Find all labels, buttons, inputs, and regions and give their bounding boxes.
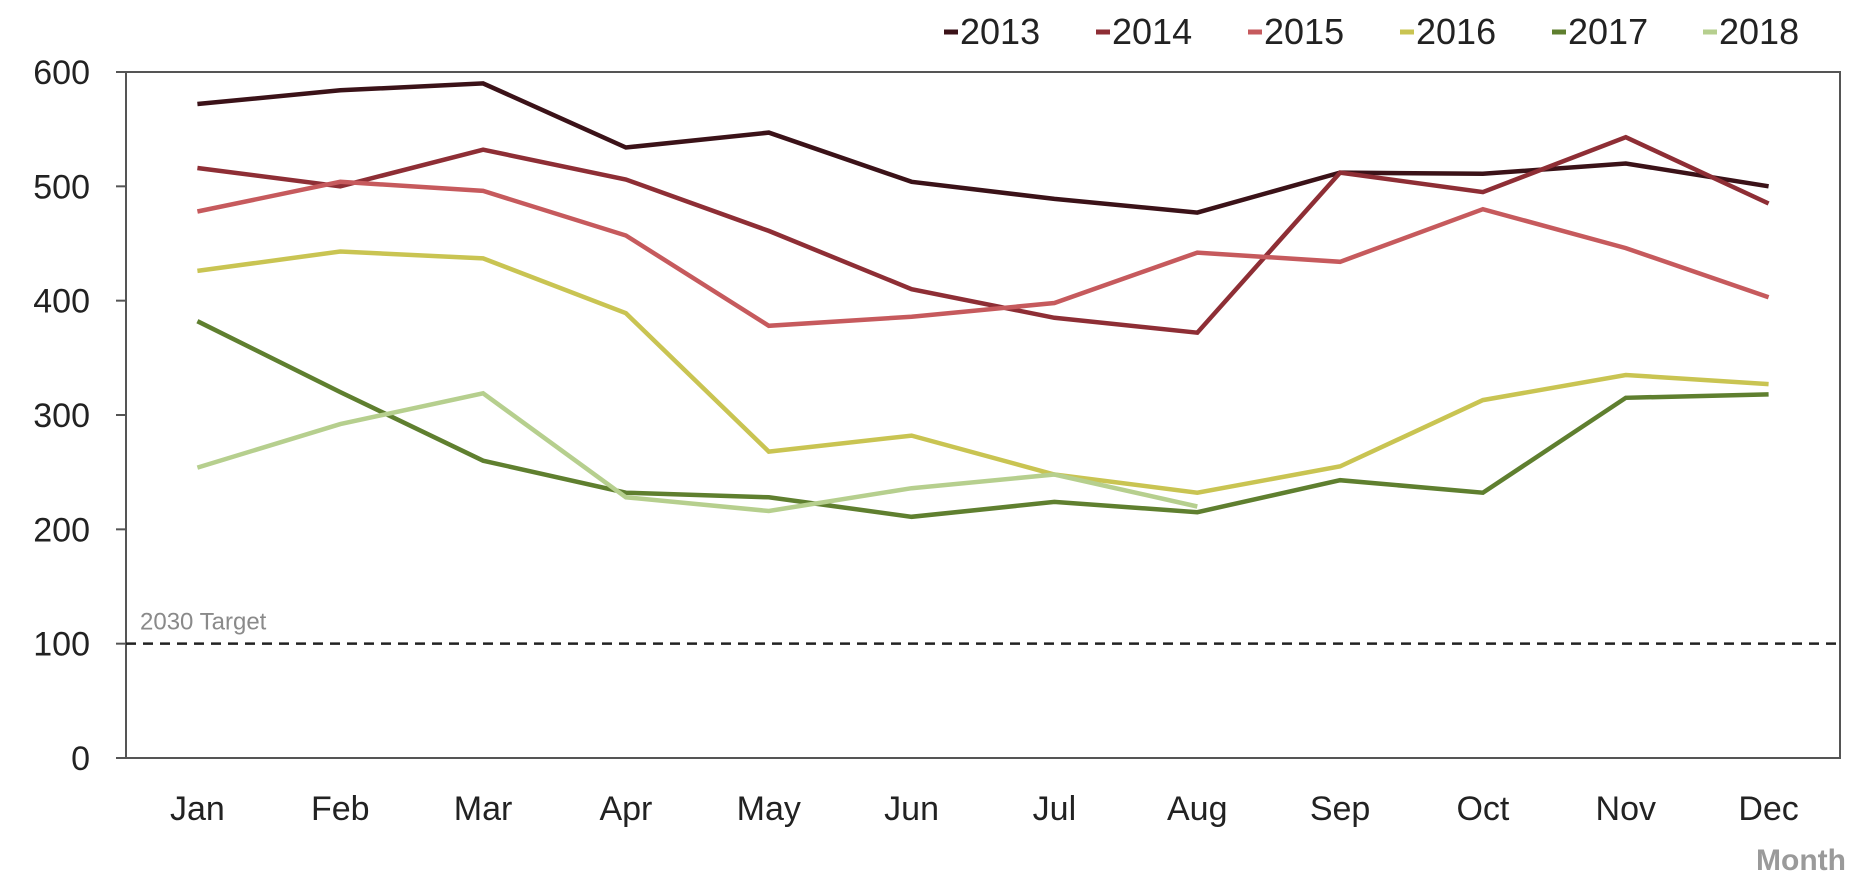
y-tick-label: 400 xyxy=(33,283,90,321)
x-tick-label: Sep xyxy=(1310,790,1371,828)
legend: 2013 2014 2015 2016 2017 2018 xyxy=(944,11,1799,52)
x-axis-title: Month xyxy=(1756,844,1846,877)
x-tick-label: Feb xyxy=(311,790,370,828)
x-tick-label: Jun xyxy=(884,790,939,828)
series-line-2014 xyxy=(197,134,1770,336)
y-tick-label: 500 xyxy=(33,168,90,206)
x-tick-label: Apr xyxy=(599,790,652,828)
series-line-2017 xyxy=(196,319,1769,520)
legend-label-2015: 2015 xyxy=(1264,11,1344,52)
x-tick-label: Jan xyxy=(170,790,225,828)
reference-group: 2030 Target xyxy=(126,609,1840,645)
x-tick-label: May xyxy=(737,790,801,828)
series-line-2018 xyxy=(196,390,1198,514)
y-tick-label: 200 xyxy=(33,511,90,549)
series-line-2016 xyxy=(197,249,1769,495)
x-tick-label: Aug xyxy=(1167,790,1228,828)
series-line-2015 xyxy=(196,179,1770,329)
x-tick-label: Jul xyxy=(1033,790,1076,828)
series-group xyxy=(196,81,1770,520)
series-line-2013 xyxy=(197,81,1769,215)
x-tick-label: Dec xyxy=(1738,790,1798,828)
x-tick-label: Nov xyxy=(1596,790,1656,828)
x-tick-label: Mar xyxy=(454,790,513,828)
y-tick-label: 300 xyxy=(33,397,90,435)
y-tick-label: 600 xyxy=(33,54,90,92)
legend-label-2018: 2018 xyxy=(1719,11,1799,52)
axes: 0 100 200 300 400 500 600 Jan Feb Mar Apr May Jun Jul… xyxy=(33,54,1841,828)
legend-label-2016: 2016 xyxy=(1416,11,1496,52)
legend-label-2017: 2017 xyxy=(1568,11,1648,52)
y-tick-label: 0 xyxy=(71,740,90,778)
y-tick-label: 100 xyxy=(33,626,90,664)
target-label: 2030 Target xyxy=(140,609,267,636)
x-tick-label: Oct xyxy=(1456,790,1509,828)
legend-label-2014: 2014 xyxy=(1112,11,1192,52)
legend-label-2013: 2013 xyxy=(960,11,1040,52)
